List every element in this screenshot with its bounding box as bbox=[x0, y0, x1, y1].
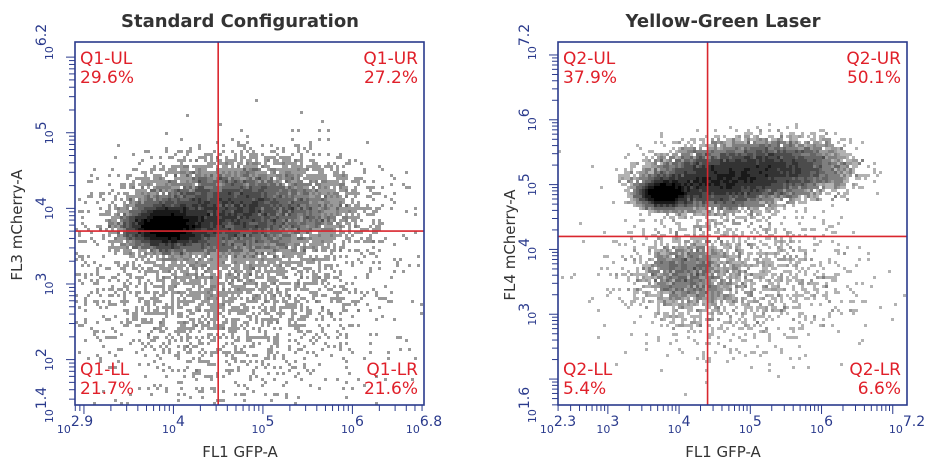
x-tick-label: 105 bbox=[739, 414, 762, 436]
y-tick-label: 104 bbox=[517, 238, 539, 261]
y-tick-label: 107.2 bbox=[517, 24, 539, 60]
y-tick-label: 101.6 bbox=[517, 387, 539, 423]
density-point-layer bbox=[123, 177, 324, 255]
plot-title: Yellow-Green Laser bbox=[625, 11, 821, 32]
quadrant-percent: 5.4% bbox=[563, 379, 606, 399]
x-tick-label: 106 bbox=[341, 414, 364, 436]
density-point-layer bbox=[141, 213, 195, 240]
y-tick-label: 105 bbox=[517, 173, 539, 196]
density-point-layer bbox=[639, 147, 825, 282]
plot-frame bbox=[557, 41, 908, 406]
density-points bbox=[558, 123, 906, 396]
axis-ticks bbox=[66, 56, 423, 414]
y-tick-label: 101.4 bbox=[34, 387, 56, 423]
x-tick-label: 107.2 bbox=[889, 414, 925, 436]
x-axis-label: FL1 GFP-A bbox=[202, 443, 278, 461]
plot-title: Standard Configuration bbox=[121, 11, 359, 32]
plot-standard-configuration: Standard Configuration FL1 GFP-A FL3 mCh… bbox=[8, 11, 442, 461]
y-tick-label: 104 bbox=[34, 197, 56, 220]
y-tick-label: 103 bbox=[517, 303, 539, 326]
x-tick-label: 102.3 bbox=[540, 414, 576, 436]
x-tick-label: 103 bbox=[596, 414, 619, 436]
quadrant-percent: 21.7% bbox=[80, 379, 134, 399]
density-points bbox=[75, 99, 423, 405]
density-point-layer bbox=[615, 129, 858, 348]
quadrant-name: Q2-UL bbox=[563, 49, 616, 69]
x-tick-label: 104 bbox=[162, 414, 185, 436]
y-tick-label: 105 bbox=[34, 121, 56, 144]
y-tick-label: 106 bbox=[517, 108, 539, 131]
quadrant-name: Q1-LR bbox=[366, 360, 418, 380]
quadrant-percent: 6.6% bbox=[858, 379, 901, 399]
quadrant-name: Q2-LL bbox=[563, 360, 613, 380]
x-tick-label: 104 bbox=[668, 414, 691, 436]
y-tick-label: 103 bbox=[34, 273, 56, 296]
x-axis-label: FL1 GFP-A bbox=[685, 443, 761, 461]
quadrant-name: Q2-UR bbox=[846, 49, 901, 69]
quadrant-name: Q1-UL bbox=[80, 49, 133, 69]
x-tick-label: 102.9 bbox=[57, 414, 93, 436]
y-axis-label: FL3 mCherry-A bbox=[8, 169, 26, 281]
y-tick-label: 102 bbox=[34, 348, 56, 371]
quadrant-percent: 37.9% bbox=[563, 68, 617, 88]
quadrant-name: Q1-LL bbox=[80, 360, 130, 380]
y-tick-label: 106.2 bbox=[34, 24, 56, 60]
plot-yellow-green-laser: Yellow-Green Laser FL1 GFP-A FL4 mCherry… bbox=[501, 11, 925, 461]
density-point-layer bbox=[132, 192, 294, 249]
quadrant-percent: 29.6% bbox=[80, 68, 134, 88]
quadrant-percent: 50.1% bbox=[847, 68, 901, 88]
quadrant-name: Q1-UR bbox=[363, 49, 418, 69]
density-point-layer bbox=[135, 207, 210, 243]
x-tick-label: 106 bbox=[810, 414, 833, 436]
density-point-layer bbox=[99, 156, 375, 372]
axis-ticks bbox=[549, 54, 894, 414]
quadrant-name: Q2-LR bbox=[849, 360, 901, 380]
quadrant-percent: 21.6% bbox=[364, 379, 418, 399]
density-point-layer bbox=[75, 99, 423, 405]
x-tick-label: 106.8 bbox=[406, 414, 442, 436]
quadrant-percent: 27.2% bbox=[364, 68, 418, 88]
y-axis-label: FL4 mCherry-A bbox=[501, 189, 519, 301]
x-tick-label: 105 bbox=[251, 414, 274, 436]
